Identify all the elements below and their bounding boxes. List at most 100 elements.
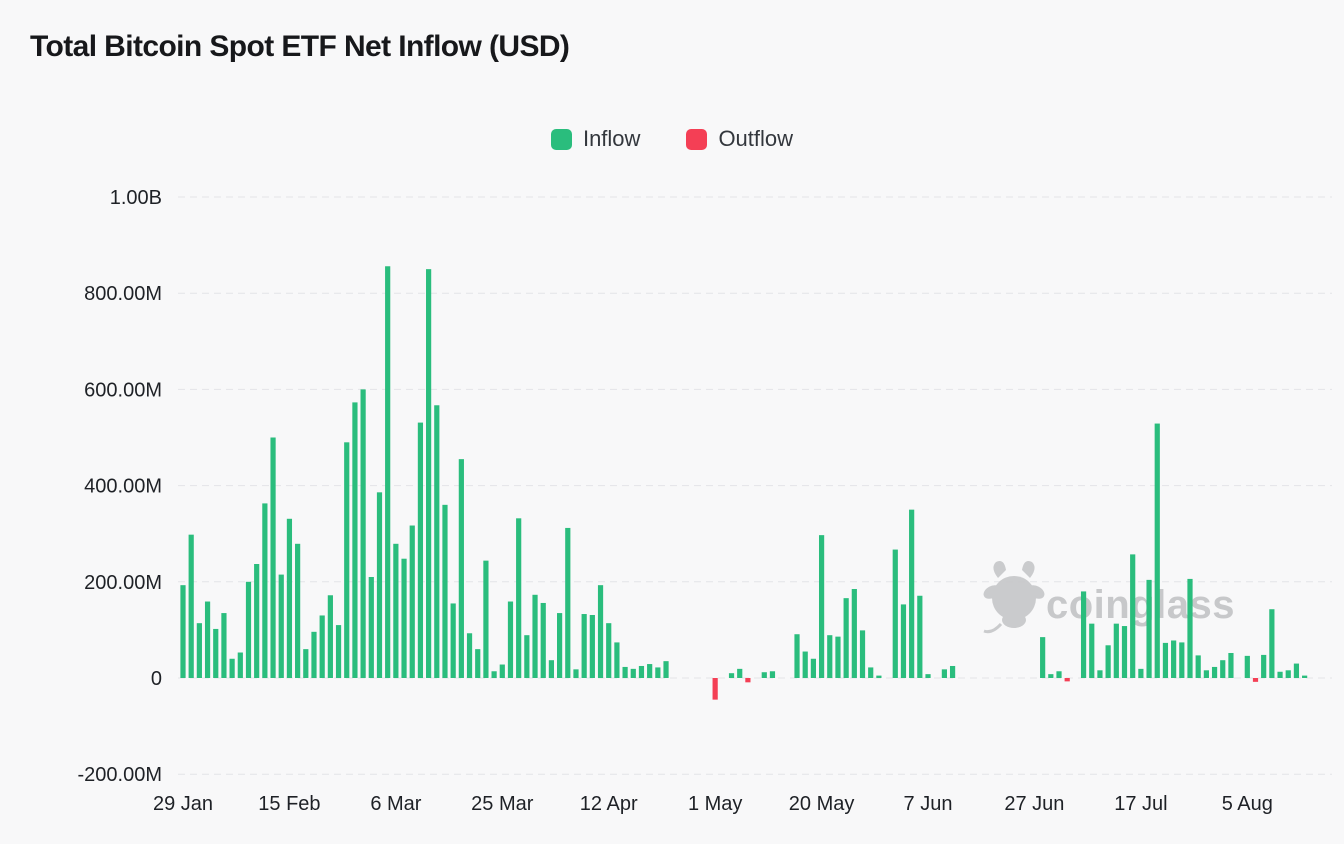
inflow-bar[interactable] xyxy=(1130,554,1136,678)
inflow-bar[interactable] xyxy=(638,665,645,679)
inflow-bar[interactable] xyxy=(196,623,202,678)
inflow-bar[interactable] xyxy=(1203,670,1209,678)
inflow-bar[interactable] xyxy=(491,671,497,678)
inflow-bar[interactable] xyxy=(737,668,743,678)
inflow-bar[interactable] xyxy=(360,389,366,678)
inflow-bar[interactable] xyxy=(909,509,915,678)
inflow-bar[interactable] xyxy=(941,669,947,678)
inflow-bar[interactable] xyxy=(802,651,808,678)
inflow-bar[interactable] xyxy=(1040,637,1046,678)
inflow-bar[interactable] xyxy=(1285,670,1291,678)
inflow-bar[interactable] xyxy=(810,658,816,678)
inflow-bar[interactable] xyxy=(548,660,555,678)
inflow-bar[interactable] xyxy=(1121,626,1128,678)
inflow-bar[interactable] xyxy=(868,667,874,678)
inflow-bar[interactable] xyxy=(319,615,325,678)
inflow-bar[interactable] xyxy=(327,595,333,678)
inflow-bar[interactable] xyxy=(245,581,252,678)
inflow-bar[interactable] xyxy=(1154,423,1160,678)
inflow-bar[interactable] xyxy=(1293,663,1300,678)
inflow-bar[interactable] xyxy=(728,673,735,678)
inflow-bar[interactable] xyxy=(417,422,424,678)
inflow-bar[interactable] xyxy=(835,636,841,678)
inflow-bar[interactable] xyxy=(270,437,276,679)
inflow-bar[interactable] xyxy=(286,518,293,678)
inflow-bar[interactable] xyxy=(1277,671,1283,678)
inflow-bar[interactable] xyxy=(1171,640,1177,678)
inflow-bar[interactable] xyxy=(393,543,399,678)
inflow-bar[interactable] xyxy=(1146,579,1152,678)
inflow-bar[interactable] xyxy=(1228,652,1234,678)
inflow-bar[interactable] xyxy=(1302,675,1308,678)
outflow-bar[interactable] xyxy=(712,678,718,700)
inflow-bar[interactable] xyxy=(450,603,456,678)
inflow-bar[interactable] xyxy=(1113,623,1119,678)
inflow-bar[interactable] xyxy=(426,269,432,678)
inflow-bar[interactable] xyxy=(1089,623,1095,678)
inflow-bar[interactable] xyxy=(1179,642,1185,678)
inflow-bar[interactable] xyxy=(1220,660,1226,678)
inflow-bar[interactable] xyxy=(442,504,448,678)
inflow-bar[interactable] xyxy=(483,560,489,678)
inflow-bar[interactable] xyxy=(1195,655,1201,678)
inflow-bar[interactable] xyxy=(581,614,587,678)
inflow-bar[interactable] xyxy=(368,576,374,678)
legend-item-inflow[interactable]: Inflow xyxy=(550,126,640,152)
outflow-bar[interactable] xyxy=(1252,678,1259,682)
inflow-bar[interactable] xyxy=(188,534,194,678)
inflow-bar[interactable] xyxy=(524,635,530,678)
inflow-bar[interactable] xyxy=(1056,671,1062,678)
inflow-bar[interactable] xyxy=(385,266,391,678)
inflow-bar[interactable] xyxy=(949,665,956,679)
inflow-bar[interactable] xyxy=(573,669,579,678)
inflow-bar[interactable] xyxy=(458,459,464,678)
inflow-bar[interactable] xyxy=(900,604,907,678)
inflow-bar[interactable] xyxy=(466,633,473,678)
outflow-bar[interactable] xyxy=(1064,678,1070,682)
inflow-bar[interactable] xyxy=(221,613,227,679)
inflow-bar[interactable] xyxy=(925,674,931,678)
inflow-bar[interactable] xyxy=(311,631,317,678)
inflow-bar[interactable] xyxy=(516,518,522,678)
inflow-bar[interactable] xyxy=(892,549,898,678)
inflow-bar[interactable] xyxy=(499,664,505,678)
inflow-bar[interactable] xyxy=(1097,670,1103,678)
inflow-bar[interactable] xyxy=(1080,591,1087,678)
inflow-bar[interactable] xyxy=(295,543,301,678)
inflow-bar[interactable] xyxy=(376,492,383,678)
inflow-bar[interactable] xyxy=(1105,645,1111,678)
inflow-bar[interactable] xyxy=(1261,654,1267,678)
inflow-bar[interactable] xyxy=(434,405,440,678)
inflow-bar[interactable] xyxy=(818,535,825,678)
inflow-bar[interactable] xyxy=(769,671,776,678)
inflow-bar[interactable] xyxy=(761,672,767,678)
inflow-bar[interactable] xyxy=(630,668,636,678)
inflow-bar[interactable] xyxy=(565,527,571,678)
legend-item-outflow[interactable]: Outflow xyxy=(686,126,793,152)
inflow-bar[interactable] xyxy=(851,589,857,678)
inflow-bar[interactable] xyxy=(647,664,653,678)
inflow-bar[interactable] xyxy=(614,642,620,678)
outflow-bar[interactable] xyxy=(745,678,751,683)
inflow-bar[interactable] xyxy=(1269,609,1275,678)
inflow-bar[interactable] xyxy=(213,628,219,678)
inflow-bar[interactable] xyxy=(401,558,407,678)
inflow-bar[interactable] xyxy=(475,649,481,678)
inflow-bar[interactable] xyxy=(843,598,849,678)
inflow-bar[interactable] xyxy=(344,442,350,678)
inflow-bar[interactable] xyxy=(622,666,628,678)
inflow-bar[interactable] xyxy=(507,601,514,678)
inflow-bar[interactable] xyxy=(278,574,284,678)
inflow-bar[interactable] xyxy=(335,625,342,678)
inflow-bar[interactable] xyxy=(1187,578,1193,678)
inflow-bar[interactable] xyxy=(589,614,595,678)
inflow-bar[interactable] xyxy=(352,402,358,678)
inflow-bar[interactable] xyxy=(606,623,612,678)
inflow-bar[interactable] xyxy=(827,635,833,678)
inflow-bar[interactable] xyxy=(1244,655,1250,678)
inflow-bar[interactable] xyxy=(540,602,546,678)
inflow-bar[interactable] xyxy=(597,585,604,678)
inflow-bar[interactable] xyxy=(794,634,800,678)
inflow-bar[interactable] xyxy=(1138,668,1144,678)
inflow-bar[interactable] xyxy=(180,585,186,678)
